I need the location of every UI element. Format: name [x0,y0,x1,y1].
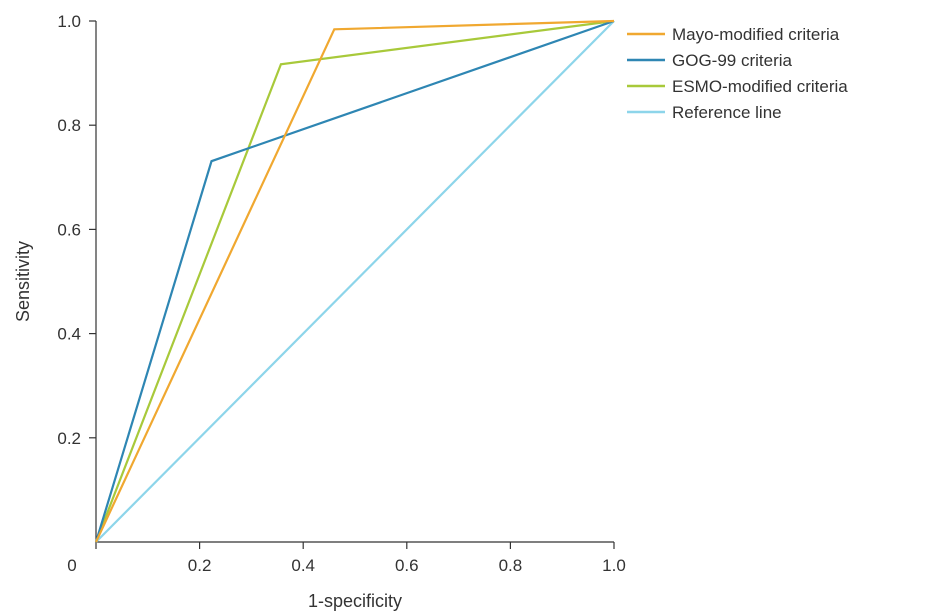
series-line-esmo-modified-criteria [94,19,615,543]
x-tick-label: 0.8 [499,556,523,575]
axes: 0 0.2 0.4 0.6 0.8 1.0 0.2 0.4 0.6 0.8 1.0 [57,12,625,575]
legend-label: GOG-99 criteria [672,51,793,70]
x-tick-label: 0.2 [188,556,212,575]
y-axis-title: Sensitivity [13,241,33,322]
x-tick-label: 0.4 [291,556,315,575]
series-lines [94,19,615,543]
legend-item: ESMO-modified criteria [627,77,848,96]
x-tick-label: 1.0 [602,556,626,575]
legend-item: Mayo-modified criteria [627,25,840,44]
y-tick-label: 0.2 [57,429,81,448]
x-axis-title: 1-specificity [308,591,402,611]
legend: Mayo-modified criteria GOG-99 criteria ESM… [627,25,848,122]
legend-label: Reference line [672,103,782,122]
legend-label: Mayo-modified criteria [672,25,840,44]
x-tick-label: 0 [67,556,76,575]
legend-item: GOG-99 criteria [627,51,793,70]
y-tick-label: 0.8 [57,116,81,135]
series-line-mayo-modified-criteria [95,19,615,543]
series-line-gog-99-criteria [94,19,615,543]
x-tick-label: 0.6 [395,556,419,575]
y-tick-label: 0.6 [57,220,81,239]
series-line-reference-line [95,20,615,543]
y-tick-label: 1.0 [57,12,81,31]
x-ticks: 0 0.2 0.4 0.6 0.8 1.0 [67,542,626,575]
y-ticks: 0.2 0.4 0.6 0.8 1.0 [57,12,96,448]
y-tick-label: 0.4 [57,325,81,344]
legend-label: ESMO-modified criteria [672,77,848,96]
legend-item: Reference line [627,103,782,122]
